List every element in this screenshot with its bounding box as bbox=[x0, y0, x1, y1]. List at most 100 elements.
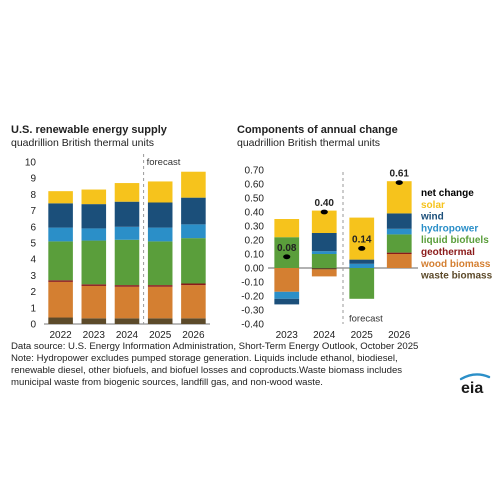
chart1-x-tick-label: 2024 bbox=[116, 330, 139, 341]
chart1-x-tick-label: 2025 bbox=[149, 330, 172, 341]
chart2-y-tick-label: -0.40 bbox=[241, 320, 264, 331]
legend-item-liquid-biofuels: liquid biofuels bbox=[421, 235, 489, 246]
chart2-bar-liquid-biofuels bbox=[311, 254, 337, 268]
legend-item-hydropower: hydropower bbox=[421, 223, 478, 234]
chart2-net-change-label: 0.40 bbox=[315, 198, 335, 209]
chart2-bar-hydropower bbox=[386, 228, 412, 235]
chart2-bar-solar bbox=[349, 217, 375, 260]
chart1-bar-solar bbox=[147, 181, 173, 203]
legend-item-net-change: net change bbox=[421, 188, 474, 199]
chart1-bar-liquid-biofuels bbox=[114, 239, 140, 286]
chart1-bar-liquid-biofuels bbox=[181, 238, 206, 284]
note-line-2: renewable diesel, other biofuels, and bi… bbox=[11, 365, 403, 376]
chart1-bar-wood-biomass bbox=[114, 286, 140, 319]
chart1-bar-waste-biomass bbox=[48, 317, 73, 324]
chart1-y-tick-label: 1 bbox=[30, 303, 36, 314]
legend-item-solar: solar bbox=[421, 200, 445, 211]
charts-canvas: 0 1 2 3 4 5 6 7 8 9 10 2022 2023 2024 2025 2026 forecast… bbox=[25, 154, 493, 341]
chart2-y-tick-label: 0.30 bbox=[245, 222, 265, 233]
chart1-bar-waste-biomass bbox=[147, 318, 173, 324]
chart1-y-tick-label: 10 bbox=[25, 158, 37, 169]
chart1-y-tick-label: 7 bbox=[30, 206, 36, 217]
chart2-bar-solar bbox=[386, 181, 412, 214]
chart2-net-change-marker bbox=[320, 209, 328, 215]
chart1-bar-wind bbox=[48, 203, 73, 228]
chart2-bar-waste-biomass bbox=[311, 268, 337, 270]
chart1-bar-wind bbox=[147, 202, 173, 228]
chart2-x-tick-label: 2026 bbox=[388, 330, 411, 341]
chart2-y-tick-label: 0.10 bbox=[245, 250, 265, 261]
chart2-bar-wood-biomass bbox=[386, 254, 412, 268]
chart1-y-tick-label: 4 bbox=[30, 255, 36, 266]
chart1-bar-hydropower bbox=[81, 228, 107, 241]
chart2-bar-wind bbox=[311, 233, 337, 252]
chart2-y-tick-label: -0.10 bbox=[241, 278, 264, 289]
chart2-net-change-label: 0.08 bbox=[277, 243, 297, 254]
chart1-bar-geothermal bbox=[114, 285, 140, 287]
chart2-y-tick-label: 0.40 bbox=[245, 208, 265, 219]
chart1-bar-waste-biomass bbox=[114, 318, 140, 324]
chart1-y-tick-label: 2 bbox=[30, 287, 36, 298]
chart2-x-tick-label: 2025 bbox=[351, 330, 374, 341]
legend-item-wind: wind bbox=[420, 212, 444, 223]
chart2-net-change-marker bbox=[358, 246, 366, 251]
chart2-bar-liquid-biofuels bbox=[386, 234, 412, 253]
chart2-net-change-label: 0.14 bbox=[352, 234, 372, 245]
chart1-y-tick-label: 0 bbox=[30, 320, 36, 331]
chart2-y-tick-label: 0.70 bbox=[245, 166, 265, 177]
chart2-y-tick-label: -0.30 bbox=[241, 306, 264, 317]
chart1-title: U.S. renewable energy supply bbox=[11, 124, 167, 136]
chart1-bar-wood-biomass bbox=[147, 286, 173, 319]
chart1-bar-liquid-biofuels bbox=[147, 241, 173, 286]
chart1-subtitle: quadrillion British thermal units bbox=[11, 137, 154, 149]
chart1-forecast-label: forecast bbox=[147, 157, 181, 168]
chart2-bar-hydropower bbox=[349, 263, 375, 268]
chart1-x-tick-label: 2023 bbox=[83, 330, 106, 341]
chart2-net-change-marker bbox=[283, 254, 291, 260]
chart1-bar-wood-biomass bbox=[181, 285, 206, 319]
chart2-bar-solar bbox=[274, 219, 300, 238]
chart1-bar-hydropower bbox=[48, 227, 73, 242]
chart1-bar-liquid-biofuels bbox=[81, 240, 107, 285]
chart2-x-tick-label: 2024 bbox=[313, 330, 336, 341]
chart1-bar-hydropower bbox=[147, 227, 173, 242]
chart1-bar-hydropower bbox=[181, 224, 206, 239]
chart1-bar-waste-biomass bbox=[181, 318, 206, 324]
note-line-1: Note: Hydropower excludes pumped storage… bbox=[11, 353, 398, 364]
data-source: Data source: U.S. Energy Information Adm… bbox=[11, 341, 419, 352]
chart2-bar-hydropower bbox=[311, 251, 337, 254]
chart1-bar-geothermal bbox=[48, 280, 73, 282]
chart1-bar-hydropower bbox=[114, 226, 140, 240]
chart2-bar-wind bbox=[274, 298, 300, 305]
legend-item-waste-biomass: waste biomass bbox=[420, 271, 493, 282]
chart2-net-change-marker bbox=[395, 180, 403, 186]
chart2-x-tick-label: 2023 bbox=[276, 330, 299, 341]
chart1-y-tick-label: 5 bbox=[30, 239, 36, 250]
chart2-bar-wind bbox=[349, 259, 375, 264]
chart1-x-tick-label: 2026 bbox=[182, 330, 205, 341]
chart2-y-tick-label: -0.20 bbox=[241, 292, 264, 303]
chart2-subtitle: quadrillion British thermal units bbox=[237, 137, 380, 149]
chart2-bar-hydropower bbox=[274, 291, 300, 299]
chart2-bar-liquid-biofuels bbox=[274, 237, 300, 268]
chart2-net-change-label: 0.61 bbox=[390, 169, 410, 180]
chart1-y-tick-label: 8 bbox=[30, 190, 36, 201]
chart2-bar-wood-biomass bbox=[311, 269, 337, 277]
chart1-y-tick-label: 9 bbox=[30, 174, 36, 185]
chart2-y-tick-label: 0.00 bbox=[245, 264, 265, 275]
eia-logo-text: eia bbox=[461, 380, 483, 397]
chart1-bar-wind bbox=[81, 204, 107, 229]
note-line-3: municipal waste from biogenic sources, l… bbox=[11, 377, 323, 388]
chart2-bar-liquid-biofuels bbox=[349, 268, 375, 299]
chart2-bar-geothermal bbox=[386, 252, 412, 254]
chart1-bar-wood-biomass bbox=[81, 285, 107, 319]
chart1-bar-wind bbox=[181, 197, 206, 225]
chart2-y-tick-label: 0.60 bbox=[245, 180, 265, 191]
chart1-bar-waste-biomass bbox=[81, 318, 107, 324]
chart1-y-tick-label: 3 bbox=[30, 271, 36, 282]
chart2-y-tick-label: 0.20 bbox=[245, 236, 265, 247]
notes-block: Data source: U.S. Energy Information Adm… bbox=[11, 341, 491, 389]
legend-item-geothermal: geothermal bbox=[421, 247, 475, 258]
chart1-bar-geothermal bbox=[181, 283, 206, 286]
chart2-forecast-label: forecast bbox=[349, 313, 383, 324]
